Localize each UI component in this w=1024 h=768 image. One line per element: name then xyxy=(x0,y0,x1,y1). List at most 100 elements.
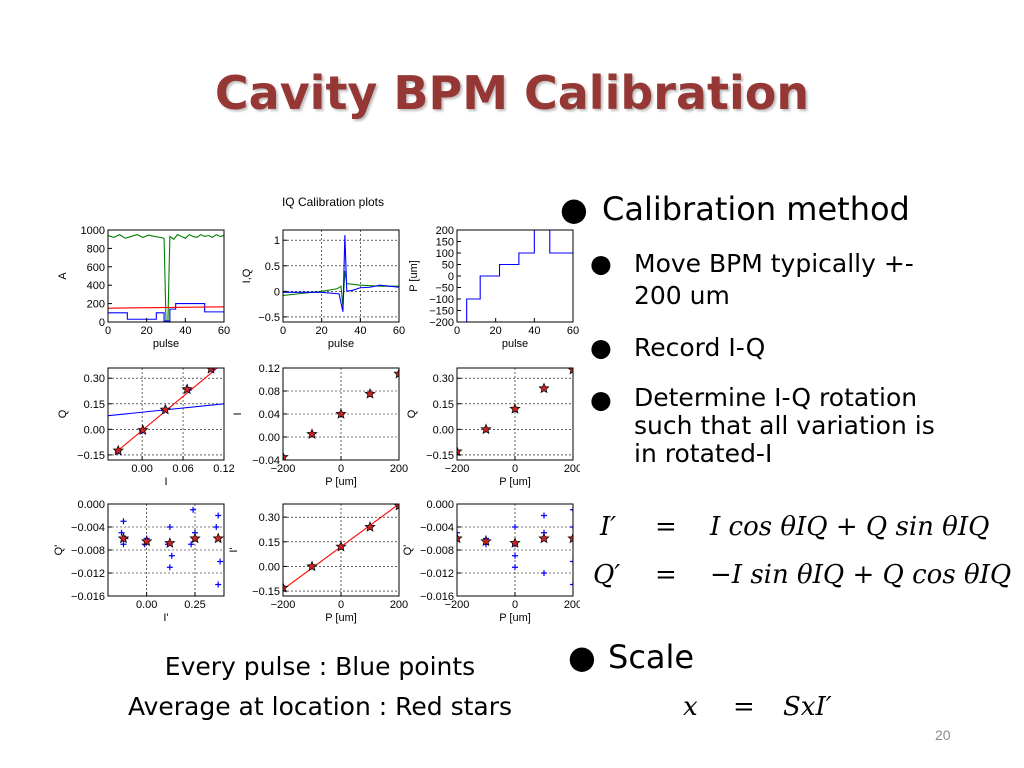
x-tick-label: 200 xyxy=(390,463,408,475)
x-tick-label: 40 xyxy=(528,325,540,337)
x-tick-label: −200 xyxy=(445,599,470,611)
y-tick-label: 0.00 xyxy=(84,424,105,436)
data-point-plus xyxy=(215,512,222,519)
average-star-marker xyxy=(457,532,463,544)
y-tick-label: 50 xyxy=(442,260,454,272)
data-point-plus xyxy=(541,570,547,576)
average-star-marker xyxy=(117,532,130,544)
average-star-marker xyxy=(480,535,492,547)
y-tick-label: 0.00 xyxy=(433,424,454,436)
data-point-plus xyxy=(512,524,518,530)
slide-number: 20 xyxy=(935,727,951,743)
y-tick-label: −0.5 xyxy=(258,312,280,324)
y-tick-label: −0.016 xyxy=(71,591,105,603)
x-tick-label: 0.00 xyxy=(131,463,152,475)
panel-A xyxy=(107,229,225,323)
equation-q-prime: Q′ = −I sin θIQ + Q cos θIQ xyxy=(593,560,1012,590)
x-axis-label: P [um] xyxy=(499,476,531,488)
average-star-marker xyxy=(283,581,289,593)
data-point-plus xyxy=(190,506,197,513)
data-point-plus xyxy=(188,541,195,548)
average-star-marker xyxy=(306,560,318,572)
y-tick-label: −150 xyxy=(429,306,454,318)
y-axis-label: I' xyxy=(228,547,240,552)
y-axis-label: I,Q xyxy=(241,268,253,283)
y-tick-label: −0.004 xyxy=(420,522,454,534)
panel-QpIp xyxy=(107,503,225,597)
y-tick-label: −0.15 xyxy=(426,450,454,462)
y-tick-label: −0.004 xyxy=(71,522,105,534)
panel-plot-area xyxy=(108,233,224,322)
y-tick-label: −0.15 xyxy=(77,450,105,462)
y-tick-label: 0.12 xyxy=(259,363,280,375)
panel-plot-area xyxy=(283,368,399,460)
series-line-green xyxy=(108,233,224,322)
x-tick-label: 60 xyxy=(218,325,230,337)
y-axis-label: Q xyxy=(57,409,69,418)
x-axis-label: P [um] xyxy=(325,476,357,488)
x-tick-label: 20 xyxy=(141,325,153,337)
data-point-plus xyxy=(541,512,547,519)
y-tick-label: 0.000 xyxy=(426,499,454,511)
average-star-marker xyxy=(393,368,399,379)
average-star-marker xyxy=(457,445,463,457)
x-axis-label: P [um] xyxy=(499,612,531,624)
data-point-plus xyxy=(570,581,573,588)
data-point-plus xyxy=(120,541,127,548)
equation-i-prime: I′ = I cos θIQ + Q sin θIQ xyxy=(600,512,990,542)
y-tick-label: −0.008 xyxy=(71,545,105,557)
panel-frame xyxy=(107,229,225,323)
data-point-plus xyxy=(217,558,224,565)
bullet-dot-icon: ● xyxy=(560,190,588,228)
y-tick-label: 0.30 xyxy=(259,512,280,524)
panel-plot-area xyxy=(117,506,224,588)
x-tick-label: 200 xyxy=(564,463,580,475)
data-point-plus xyxy=(166,524,173,530)
x-tick-label: 200 xyxy=(564,599,580,611)
data-point-plus xyxy=(512,552,518,559)
average-star-marker xyxy=(509,402,521,414)
y-tick-label: 0.5 xyxy=(265,261,280,273)
x-axis-label: pulse xyxy=(502,338,528,350)
y-tick-label: 1000 xyxy=(81,225,105,237)
bullet-dot-icon: ● xyxy=(568,638,596,676)
x-tick-label: 0 xyxy=(105,325,111,337)
average-star-marker xyxy=(212,532,224,544)
y-tick-label: −0.04 xyxy=(252,455,280,467)
y-axis-label: I xyxy=(232,412,244,415)
panel-IpP xyxy=(282,503,400,597)
chart-suptitle: IQ Calibration plots xyxy=(282,195,384,209)
y-tick-label: 200 xyxy=(436,225,454,237)
series-line-blue xyxy=(283,235,399,312)
y-tick-label: −0.15 xyxy=(252,586,280,598)
average-star-marker xyxy=(159,403,171,415)
x-tick-label: 60 xyxy=(393,325,405,337)
y-tick-label: −100 xyxy=(429,294,454,306)
average-star-marker xyxy=(538,532,550,544)
slide-title: Cavity BPM Calibration xyxy=(214,66,810,120)
y-tick-label: 0.30 xyxy=(84,373,105,385)
series-line-blue xyxy=(108,303,224,322)
x-tick-label: 0 xyxy=(280,325,286,337)
y-tick-label: −0.016 xyxy=(420,591,454,603)
average-star-marker xyxy=(335,408,347,419)
data-point-plus xyxy=(570,506,573,513)
y-tick-label: 0.00 xyxy=(259,561,280,573)
y-tick-label: 0 xyxy=(274,286,280,298)
data-point-plus xyxy=(457,529,460,536)
series-line-blue xyxy=(457,230,573,322)
x-tick-label: −200 xyxy=(445,463,470,475)
y-tick-label: −0.012 xyxy=(420,568,454,580)
y-tick-label: 0.04 xyxy=(259,409,280,421)
y-tick-label: 0.08 xyxy=(259,386,280,398)
panel-plot-area xyxy=(457,368,573,457)
y-tick-label: 0.15 xyxy=(259,537,280,549)
x-tick-label: 0 xyxy=(512,599,518,611)
data-point-plus xyxy=(213,524,220,530)
x-axis-label: I' xyxy=(163,612,168,624)
data-point-plus xyxy=(215,581,222,588)
data-point-plus xyxy=(168,552,175,559)
x-tick-label: 40 xyxy=(179,325,191,337)
data-point-plus xyxy=(120,518,127,525)
